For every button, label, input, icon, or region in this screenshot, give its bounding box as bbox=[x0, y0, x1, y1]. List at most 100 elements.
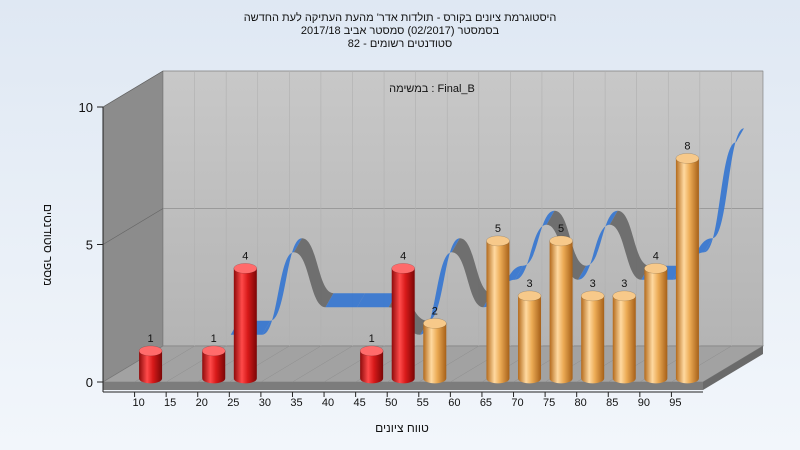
gridline-side bbox=[102, 208, 164, 245]
bar-body bbox=[202, 350, 226, 384]
bar-body bbox=[233, 268, 257, 384]
x-tick-label: 30 bbox=[259, 397, 271, 409]
floor-gridline bbox=[292, 345, 353, 383]
bar-value-label: 5 bbox=[558, 223, 564, 235]
ribbon-segment bbox=[325, 293, 366, 308]
bar-top bbox=[138, 345, 163, 357]
bar-body bbox=[423, 323, 447, 384]
bar-value-label: 1 bbox=[369, 333, 375, 345]
bar-body bbox=[139, 350, 163, 384]
x-tick-label: 55 bbox=[417, 397, 429, 409]
x-tick-label: 80 bbox=[575, 397, 587, 409]
bar-body bbox=[518, 295, 542, 384]
bar bbox=[644, 263, 668, 384]
x-tick-label: 15 bbox=[164, 397, 176, 409]
bar bbox=[359, 345, 384, 384]
bar-value-label: 3 bbox=[621, 278, 627, 290]
floor-front-edge bbox=[103, 382, 703, 390]
bar-value-label: 8 bbox=[684, 140, 690, 152]
bar-value-label: 1 bbox=[211, 333, 217, 345]
y-tick-label: 10 bbox=[79, 100, 93, 115]
x-tick-label: 40 bbox=[322, 397, 334, 409]
bar-value-label: 3 bbox=[590, 278, 596, 290]
bar bbox=[549, 235, 573, 384]
x-tick-label: 90 bbox=[638, 397, 650, 409]
floor-gridline bbox=[260, 345, 322, 383]
bar-value-label: 4 bbox=[400, 250, 406, 262]
x-tick-label: 60 bbox=[448, 397, 460, 409]
bar-value-label: 3 bbox=[526, 278, 532, 290]
x-tick-label: 45 bbox=[354, 397, 366, 409]
bar bbox=[423, 318, 447, 384]
bar-value-label: 1 bbox=[148, 333, 154, 345]
bar-top bbox=[580, 290, 605, 302]
bar bbox=[201, 345, 226, 384]
bar bbox=[580, 290, 605, 384]
chart-subtitle: במשימה : Final_B bbox=[389, 83, 475, 95]
bar-top bbox=[675, 153, 700, 164]
bar-body bbox=[549, 240, 573, 384]
x-tick-label: 85 bbox=[606, 397, 618, 409]
x-tick-label: 95 bbox=[669, 397, 681, 409]
y-tick-label: 0 bbox=[86, 375, 93, 390]
bar bbox=[233, 263, 258, 384]
x-axis-label: טווח ציונים bbox=[375, 421, 429, 435]
bar bbox=[517, 290, 542, 384]
x-tick-label: 65 bbox=[480, 397, 492, 409]
bar-top bbox=[359, 345, 384, 357]
bars bbox=[138, 153, 700, 384]
x-tick-label: 25 bbox=[227, 397, 239, 409]
ribbon-segment bbox=[578, 210, 618, 280]
bar-body bbox=[360, 350, 384, 384]
ribbon-segment bbox=[609, 210, 650, 280]
bar-top bbox=[612, 290, 637, 302]
bar-value-label: 2 bbox=[432, 305, 438, 317]
x-tick-label: 70 bbox=[511, 397, 523, 409]
title-line-2: בסמסטר (02/2017) סמסטר אביב 2017/18 bbox=[301, 25, 500, 37]
bar-value-label: 4 bbox=[653, 250, 659, 262]
bar-value-label: 4 bbox=[242, 250, 248, 262]
bar bbox=[486, 235, 510, 384]
ribbon-segment bbox=[451, 238, 492, 308]
ribbon-segment bbox=[293, 238, 334, 308]
chart-title: היסטוגרמת ציונים בקורס - תולדות אדר' מהע… bbox=[244, 11, 557, 50]
x-tick-label: 50 bbox=[385, 397, 397, 409]
bar-body bbox=[486, 240, 510, 384]
bar-top bbox=[644, 263, 668, 274]
x-tick-label: 75 bbox=[543, 397, 555, 409]
floor-right-edge bbox=[703, 346, 763, 390]
bar-body bbox=[391, 268, 415, 384]
ribbon-segment bbox=[357, 293, 397, 308]
bar-top bbox=[201, 345, 226, 357]
ribbon-segment bbox=[262, 238, 302, 335]
bar-body bbox=[675, 158, 699, 384]
bar bbox=[138, 345, 163, 384]
bar-body bbox=[644, 268, 668, 384]
bar-top bbox=[549, 235, 573, 247]
title-line-1: היסטוגרמת ציונים בקורס - תולדות אדר' מהע… bbox=[244, 11, 557, 24]
ribbon-segment bbox=[420, 238, 460, 335]
title-line-3: 82 - סטודנטים רשומים bbox=[348, 38, 452, 50]
bar-top bbox=[517, 290, 542, 302]
bar-top bbox=[391, 263, 415, 274]
x-tick-label: 20 bbox=[196, 397, 208, 409]
bar-body bbox=[612, 295, 636, 384]
bar-top bbox=[233, 263, 258, 274]
y-axis-label: מספר סטודנטים bbox=[41, 204, 55, 286]
bar bbox=[391, 263, 415, 384]
bar-value-label: 5 bbox=[495, 223, 501, 235]
bar-body bbox=[581, 295, 605, 384]
bar-top bbox=[423, 318, 447, 329]
bar bbox=[675, 153, 700, 384]
bar-top bbox=[486, 235, 510, 247]
ribbon-segment bbox=[704, 128, 744, 253]
ribbon-segment bbox=[514, 210, 555, 280]
data-labels: 1 1 4 1 4 2 5 3 5 3 3 4 8 bbox=[148, 140, 691, 345]
y-tick-label: 5 bbox=[86, 238, 93, 253]
x-tick-label: 35 bbox=[290, 397, 302, 409]
bar bbox=[612, 290, 637, 384]
x-tick-label: 10 bbox=[132, 397, 144, 409]
gridline-side bbox=[102, 70, 164, 108]
